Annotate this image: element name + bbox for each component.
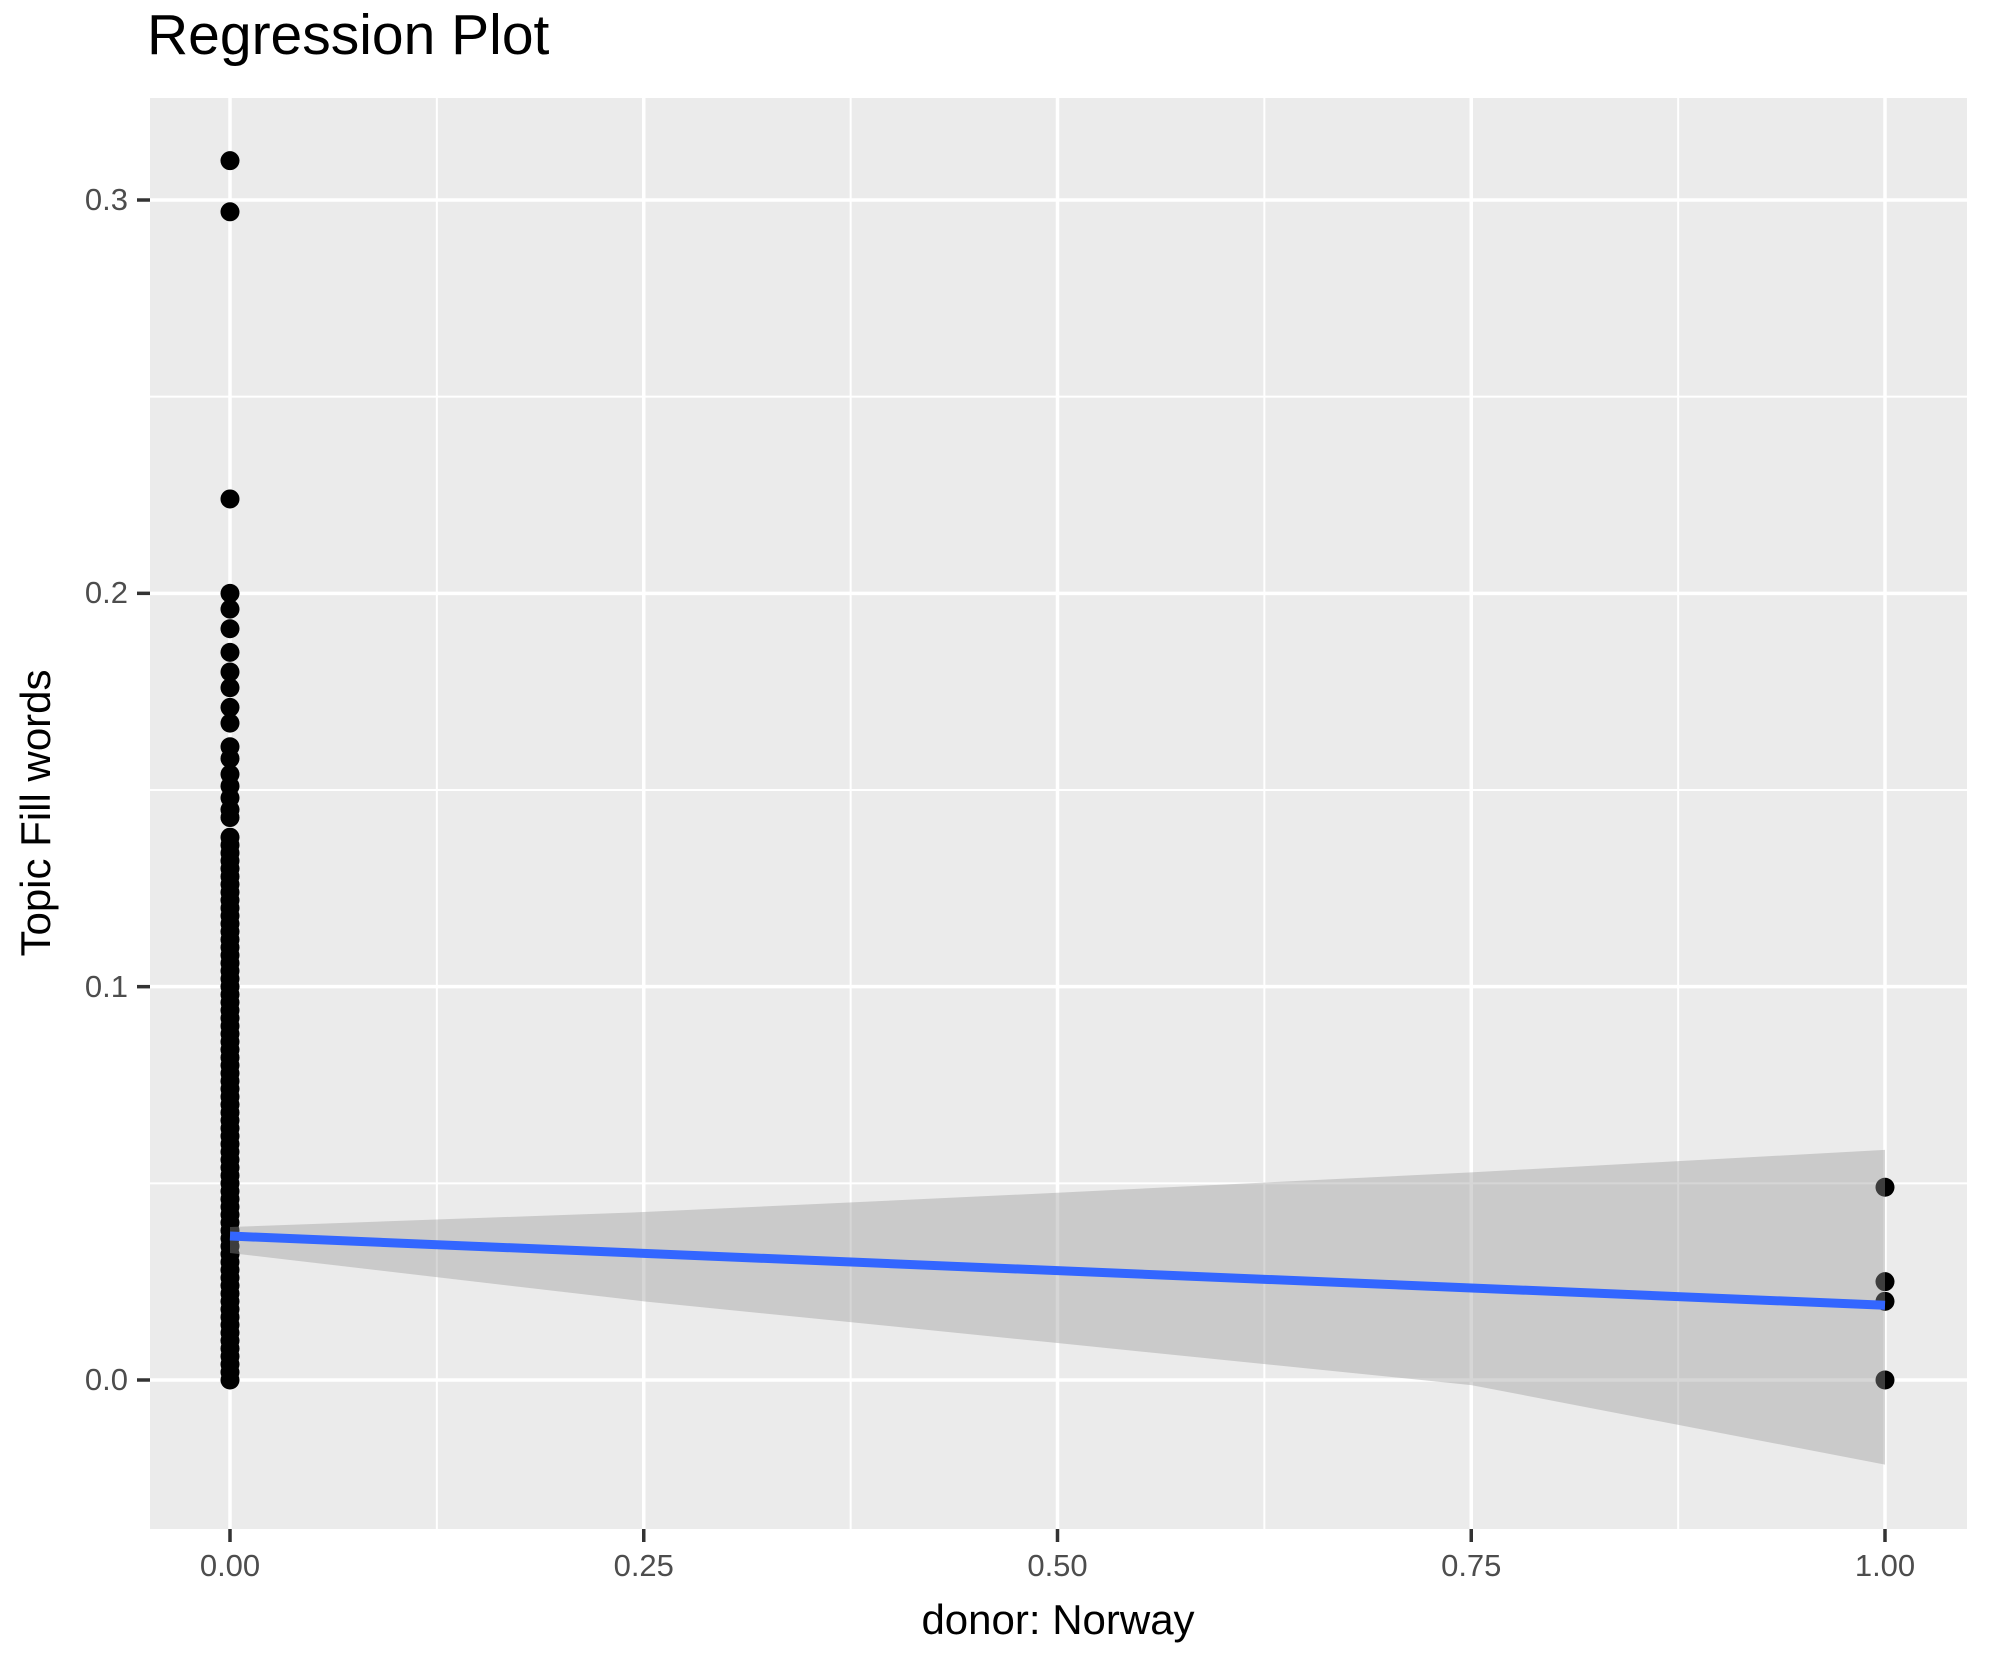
data-point	[220, 1370, 240, 1390]
x-axis-title: donor: Norway	[921, 1596, 1195, 1643]
x-tick-label: 1.00	[1854, 1548, 1916, 1583]
x-tick-label: 0.00	[199, 1548, 261, 1583]
data-point	[220, 489, 240, 509]
confidence-band	[230, 1149, 1885, 1465]
y-tick-label: 0.0	[84, 1362, 128, 1397]
data-point	[220, 713, 240, 733]
data-point	[1875, 1272, 1895, 1292]
data-point	[220, 749, 240, 769]
data-point	[1875, 1177, 1895, 1197]
data-point	[220, 583, 240, 603]
data-point	[220, 662, 240, 682]
data-point	[220, 697, 240, 717]
y-tick-label: 0.3	[84, 182, 128, 217]
data-point	[220, 151, 240, 171]
y-tick-label: 0.2	[84, 575, 128, 611]
data-point	[220, 599, 240, 619]
y-tick-label: 0.1	[84, 968, 128, 1004]
data-point	[220, 678, 240, 698]
x-tick-label: 0.25	[613, 1548, 674, 1583]
data-point	[220, 202, 240, 222]
data-point	[220, 642, 240, 662]
plot-title: Regression Plot	[147, 3, 550, 67]
regression-line	[229, 1231, 1886, 1310]
data-point	[220, 808, 240, 828]
data-point	[220, 619, 240, 639]
data-point	[1875, 1370, 1895, 1390]
y-axis-title: Topic Fill words	[12, 669, 59, 957]
x-tick-label: 0.75	[1441, 1548, 1502, 1583]
x-tick-label: 0.50	[1027, 1548, 1088, 1583]
